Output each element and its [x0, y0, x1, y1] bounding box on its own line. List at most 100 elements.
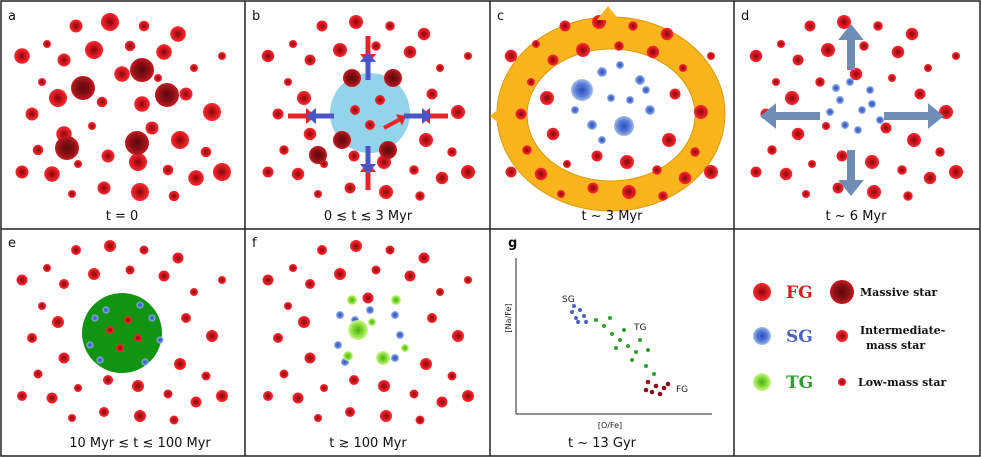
f-sg-star	[396, 331, 404, 339]
f-sg-star	[366, 306, 374, 314]
c-star	[660, 27, 674, 41]
f-star	[263, 391, 273, 401]
a-star	[88, 122, 96, 130]
f-star	[314, 414, 322, 422]
c-star	[547, 54, 559, 66]
c-star	[546, 127, 560, 141]
e-sg-star	[102, 306, 110, 314]
d-star	[822, 122, 830, 130]
c-star	[559, 20, 571, 32]
e-star	[134, 334, 142, 342]
d-star	[865, 155, 879, 169]
c-star	[527, 78, 535, 86]
d-star	[880, 122, 892, 134]
arrow-layer	[288, 6, 944, 196]
b-star	[435, 171, 449, 185]
e-sg-star	[136, 301, 144, 309]
c-star	[704, 165, 718, 179]
a-massive-star	[55, 136, 79, 160]
expansion-arrow	[596, 182, 620, 196]
e-star	[132, 380, 144, 392]
e-star	[169, 415, 179, 425]
a-star	[69, 19, 83, 33]
d-sg-star	[854, 126, 862, 134]
c-star	[628, 21, 638, 31]
d-sg-star	[836, 96, 844, 104]
b-star	[461, 165, 475, 179]
e-sg-star	[86, 341, 94, 349]
orange-shell	[496, 16, 726, 212]
legend-sg-marker	[753, 327, 771, 345]
fg-point	[643, 387, 649, 393]
a-massive-star	[125, 131, 149, 155]
c-star	[504, 49, 518, 63]
b-star	[261, 49, 275, 63]
legend: FG Massive star SG Intermediate- mass st…	[753, 280, 946, 393]
e-star	[106, 326, 114, 334]
c-star	[669, 88, 681, 100]
b-star	[297, 91, 311, 105]
a-massive-star	[71, 76, 95, 100]
f-star	[289, 264, 297, 272]
b-star	[350, 105, 360, 115]
time-label-a: t = 0	[106, 209, 139, 224]
c-star	[522, 145, 532, 155]
b-star	[365, 120, 375, 130]
d-star	[791, 127, 805, 141]
tg-point	[644, 364, 648, 368]
d-star	[749, 49, 763, 63]
b-star	[447, 147, 457, 157]
c-star	[620, 155, 634, 169]
a-star	[97, 181, 111, 195]
d-sg-star	[841, 121, 849, 129]
a-star	[68, 190, 76, 198]
c-sg-star	[642, 86, 650, 94]
e-star	[218, 276, 226, 284]
d-star	[808, 160, 816, 168]
d-star	[837, 15, 851, 29]
expansion-arrow	[712, 104, 726, 128]
b-star	[417, 27, 431, 41]
e-star	[116, 344, 124, 352]
legend-sg-label: SG	[786, 327, 813, 347]
f-sg-star	[391, 311, 399, 319]
tg-point	[594, 318, 598, 322]
b-star	[403, 45, 417, 59]
f-star	[292, 392, 304, 404]
d-star	[897, 165, 907, 175]
panel-letter-d: d	[741, 9, 749, 24]
f-star	[273, 333, 283, 343]
a-star	[96, 96, 108, 108]
b-star	[284, 78, 292, 86]
a-star	[190, 64, 198, 72]
c-star	[679, 64, 687, 72]
b-star	[426, 88, 438, 100]
b-massive-star	[333, 131, 351, 149]
f-star	[464, 276, 472, 284]
a-star	[85, 41, 103, 59]
c-star	[557, 190, 565, 198]
f-star	[371, 265, 381, 275]
a-star	[43, 40, 51, 48]
c-star	[622, 185, 636, 199]
f-star	[452, 330, 464, 342]
expansion-arrow	[838, 24, 864, 70]
e-star	[59, 279, 69, 289]
d-star	[935, 147, 945, 157]
c-star	[707, 52, 715, 60]
c-star	[576, 43, 590, 57]
e-sg-star	[156, 336, 164, 344]
b-star	[316, 20, 328, 32]
fg-point	[653, 383, 659, 389]
e-star	[158, 270, 170, 282]
legend-massive-marker	[830, 280, 854, 304]
b-star	[379, 185, 393, 199]
f-star	[284, 302, 292, 310]
abundance-points	[570, 304, 671, 397]
d-star	[903, 191, 913, 201]
cyan-bubble	[330, 73, 410, 153]
sg-point	[572, 304, 576, 308]
f-star	[345, 407, 355, 417]
a-star	[145, 121, 159, 135]
c-sg-star	[598, 136, 606, 144]
